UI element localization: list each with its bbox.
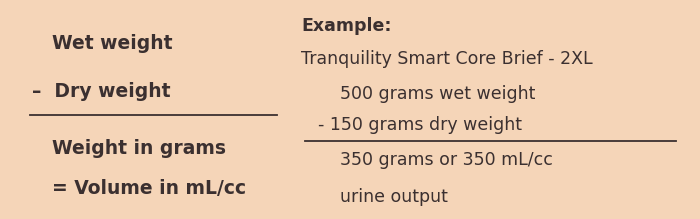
Text: urine output: urine output xyxy=(340,188,447,206)
Text: –  Dry weight: – Dry weight xyxy=(32,83,170,101)
Text: Tranquility Smart Core Brief - 2XL: Tranquility Smart Core Brief - 2XL xyxy=(301,50,593,68)
Text: 500 grams wet weight: 500 grams wet weight xyxy=(340,85,535,103)
Text: = Volume in mL/cc: = Volume in mL/cc xyxy=(52,179,246,198)
Text: 350 grams or 350 mL/cc: 350 grams or 350 mL/cc xyxy=(340,151,552,169)
Text: Weight in grams: Weight in grams xyxy=(52,140,227,158)
Text: Wet weight: Wet weight xyxy=(52,34,173,53)
Text: - 150 grams dry weight: - 150 grams dry weight xyxy=(318,116,522,134)
Text: Example:: Example: xyxy=(301,17,391,35)
